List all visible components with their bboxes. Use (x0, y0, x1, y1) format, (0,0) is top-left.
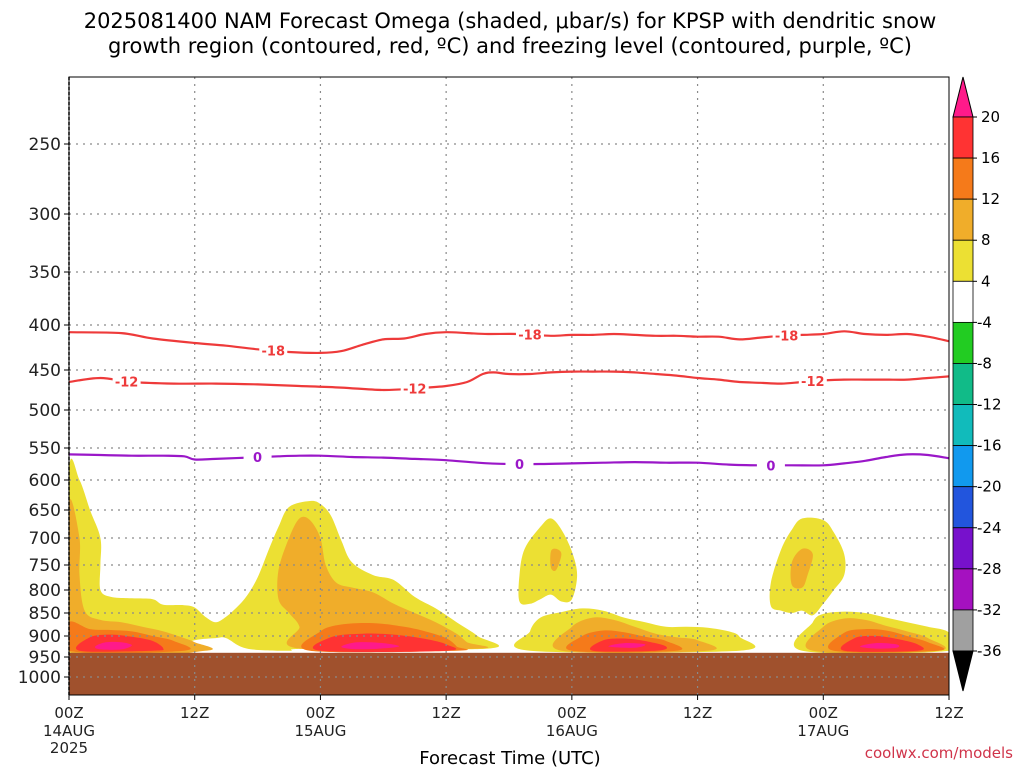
y-tick-label: 300 (29, 205, 61, 225)
colorbar-segment (952, 280, 974, 323)
x-tick-date: 17AUG (797, 722, 849, 740)
x-axis-label: Forecast Time (UTC) (419, 748, 600, 768)
y-tick-label: 1000 (18, 668, 61, 688)
colorbar-segment (952, 445, 974, 488)
x-tick-date: 15AUG (294, 722, 346, 740)
contour-label-bg (505, 456, 534, 472)
colorbar-label: -4 (977, 313, 992, 331)
y-tick-label: 850 (29, 604, 61, 624)
colorbar-segment (952, 321, 974, 364)
x-tick-label: 12Z (934, 704, 963, 722)
y-axis: 250 300 350 400 450 500 550 600 650 700 750 800 850 9… (18, 135, 69, 688)
contour-label: -12 (801, 375, 825, 390)
contour-label-bg (772, 327, 801, 344)
colorbar: 20 16 12 8 4 -4 -8 -12 -16 -20 -24 -28 -32 -36 (952, 76, 1002, 692)
y-tick-label: 450 (29, 361, 61, 381)
omega-region-5 (69, 499, 213, 662)
y-tick-label: 800 (29, 581, 61, 601)
colorbar-segment (952, 527, 974, 570)
ground-layer (69, 652, 949, 695)
colorbar-label: 12 (981, 190, 1000, 208)
colorbar-label: -32 (977, 601, 1002, 619)
colorbar-segment (952, 157, 974, 200)
x-tick-label: 00Z (809, 704, 838, 722)
x-tick-date: 14AUG (43, 722, 95, 740)
y-tick-label: 650 (29, 501, 61, 521)
contour-labels: -18 -18 -18 -12 -12 -12 0 0 0 (112, 326, 827, 474)
omega-region-21 (608, 643, 646, 648)
colorbar-segment (952, 404, 974, 447)
colorbar-label: 20 (981, 108, 1000, 126)
colorbar-label: -20 (977, 478, 1002, 496)
contour-label: 0 (766, 459, 775, 474)
contour-label-bg (243, 449, 272, 466)
contour-label-bg (112, 373, 141, 390)
colorbar-segment (952, 116, 974, 159)
y-tick-label: 750 (29, 556, 61, 576)
omega-region-20 (341, 642, 400, 650)
omega-region-10 (790, 548, 813, 589)
contour-label: 0 (515, 458, 524, 473)
y-tick-label: 500 (29, 401, 61, 421)
contour-label-bg (798, 373, 827, 390)
omega-region-1 (518, 518, 578, 605)
colorbar-label: -8 (977, 354, 992, 372)
contour-label-bg (400, 380, 429, 397)
colorbar-label: -16 (977, 437, 1002, 455)
y-tick-label: 400 (29, 316, 61, 336)
contour-label: -18 (775, 330, 799, 345)
colorbar-label: 8 (981, 231, 991, 249)
credit-text: coolwx.com/models (865, 744, 1013, 762)
x-tick-date: 16AUG (546, 722, 598, 740)
contour-label: -12 (115, 375, 139, 390)
y-tick-label: 600 (29, 471, 61, 491)
colorbar-label: -28 (977, 560, 1002, 578)
colorbar-segment (952, 363, 974, 405)
omega-region-6 (277, 516, 489, 651)
contour-label: -18 (518, 329, 542, 344)
colorbar-segment (952, 609, 974, 652)
contour-label-bg (259, 342, 288, 359)
x-tick-label: 12Z (431, 704, 460, 722)
chart-title-line2: growth region (contoured, red, ºC) and f… (108, 34, 912, 58)
y-tick-label: 250 (29, 135, 61, 155)
y-tick-label: 900 (29, 627, 61, 647)
chart-title-line1: 2025081400 NAM Forecast Omega (shaded, μ… (84, 9, 937, 33)
colorbar-segment (952, 568, 974, 611)
y-tick-label: 950 (29, 648, 61, 668)
colorbar-label: 16 (981, 149, 1000, 167)
colorbar-label: 4 (981, 272, 991, 290)
colorbar-label: -12 (977, 396, 1002, 414)
omega-region-22 (860, 643, 900, 649)
x-tick-year: 2025 (50, 739, 88, 757)
x-tick-label: 00Z (306, 704, 335, 722)
plot-frame (68, 76, 950, 696)
colorbar-segment (952, 486, 974, 529)
contour-label-bg (756, 457, 785, 474)
x-tick-label: 12Z (180, 704, 209, 722)
colorbar-bottom-arrow (952, 650, 974, 692)
colorbar-label: -24 (977, 519, 1002, 537)
colorbar-segment (952, 239, 974, 282)
colorbar-segment (952, 198, 974, 241)
colorbar-label: -36 (977, 642, 1002, 660)
x-tick-label: 00Z (557, 704, 586, 722)
contour-label: -18 (262, 345, 286, 360)
y-tick-label: 550 (29, 439, 61, 459)
x-tick-label: 12Z (683, 704, 712, 722)
contour-line-red-0 (69, 330, 949, 355)
contour-label-bg (515, 326, 544, 343)
contour-label: -12 (403, 382, 427, 397)
ground-fill (69, 652, 949, 695)
x-tick-label: 00Z (54, 704, 83, 722)
y-tick-label: 700 (29, 529, 61, 549)
contour-label: 0 (253, 451, 262, 466)
y-tick-label: 350 (29, 263, 61, 283)
omega-region-19 (94, 641, 132, 650)
